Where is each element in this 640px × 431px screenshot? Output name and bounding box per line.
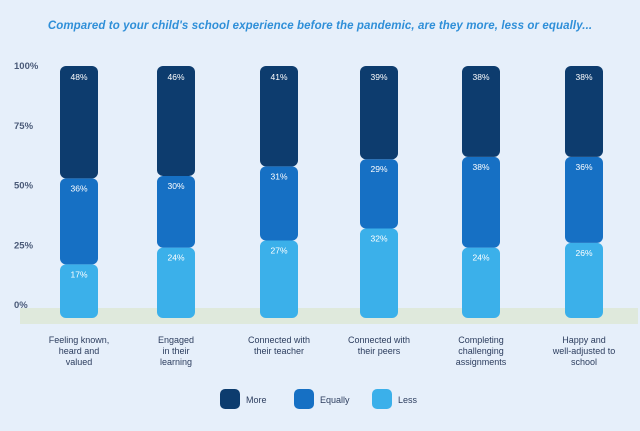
category-label: Connected with their peers <box>348 335 410 356</box>
category-label-line: Connected with <box>248 335 310 345</box>
legend-swatch-equally <box>294 389 314 409</box>
bar-segment-less <box>565 242 603 318</box>
bar-segment-more <box>565 66 603 157</box>
data-label: 32% <box>370 234 387 244</box>
category-label-line: learning <box>160 357 192 367</box>
bar-segment-equally <box>157 175 195 248</box>
data-label: 27% <box>270 245 287 255</box>
category-label-line: heard and <box>59 346 100 356</box>
bar-segment-equally <box>260 166 298 241</box>
category-label: Happy and well-adjusted to school <box>552 335 616 367</box>
data-label: 38% <box>472 162 489 172</box>
bar-segment-more <box>60 66 98 179</box>
data-label: 26% <box>575 248 592 258</box>
category-label: Engaged in their learning <box>158 335 194 367</box>
legend-swatch-less <box>372 389 392 409</box>
y-tick-label: 0% <box>14 300 28 311</box>
data-label: 46% <box>167 72 184 82</box>
bar-segment-less <box>360 228 398 318</box>
category-label-line: challenging <box>458 346 504 356</box>
data-label: 39% <box>370 72 387 82</box>
category-label-line: assignments <box>456 357 507 367</box>
bar-segment-equally <box>462 156 500 248</box>
bar-segment-more <box>260 66 298 167</box>
bar-segment-equally <box>60 178 98 265</box>
legend-label-more: More <box>246 395 267 405</box>
category-label-line: their teacher <box>254 346 304 356</box>
category-label-line: school <box>571 357 597 367</box>
category-label-line: their peers <box>358 346 401 356</box>
bar-segment-more <box>157 66 195 176</box>
baseline-band <box>20 308 638 324</box>
legend-label-equally: Equally <box>320 395 350 405</box>
category-label: Completing challenging assignments <box>456 335 507 367</box>
data-label: 48% <box>70 72 87 82</box>
category-label-line: Feeling known, <box>49 335 110 345</box>
data-label: 24% <box>472 253 489 263</box>
chart-title: Compared to your child's school experien… <box>47 20 593 32</box>
data-label: 36% <box>575 162 592 172</box>
bar-segment-less <box>60 264 98 318</box>
category-label-line: Completing <box>458 335 504 345</box>
category-label-line: Engaged <box>158 335 194 345</box>
legend-label-less: Less <box>398 395 418 405</box>
y-tick-label: 100% <box>14 61 39 72</box>
category-label: Connected with their teacher <box>248 335 310 356</box>
category-label-line: valued <box>66 357 93 367</box>
category-label-line: Connected with <box>348 335 410 345</box>
y-tick-label: 25% <box>14 240 34 251</box>
category-label: Feeling known, heard and valued <box>49 335 110 367</box>
data-label: 30% <box>167 181 184 191</box>
bar-segment-less <box>260 240 298 318</box>
data-label: 38% <box>575 72 592 82</box>
data-label: 29% <box>370 164 387 174</box>
bar-segment-equally <box>565 156 603 243</box>
bar-segment-more <box>360 66 398 160</box>
y-tick-label: 75% <box>14 121 34 132</box>
data-label: 17% <box>70 269 87 279</box>
bar-segment-less <box>462 247 500 318</box>
bar-segment-more <box>462 66 500 157</box>
bar-segment-equally <box>360 159 398 229</box>
category-label-line: in their <box>162 346 189 356</box>
data-label: 31% <box>270 171 287 181</box>
bar-segment-less <box>157 247 195 318</box>
data-label: 36% <box>70 183 87 193</box>
category-label-line: well-adjusted to <box>552 346 616 356</box>
category-label-line: Happy and <box>562 335 606 345</box>
legend-swatch-more <box>220 389 240 409</box>
y-tick-label: 50% <box>14 181 34 192</box>
data-label: 24% <box>167 253 184 263</box>
data-label: 38% <box>472 72 489 82</box>
data-label: 41% <box>270 72 287 82</box>
